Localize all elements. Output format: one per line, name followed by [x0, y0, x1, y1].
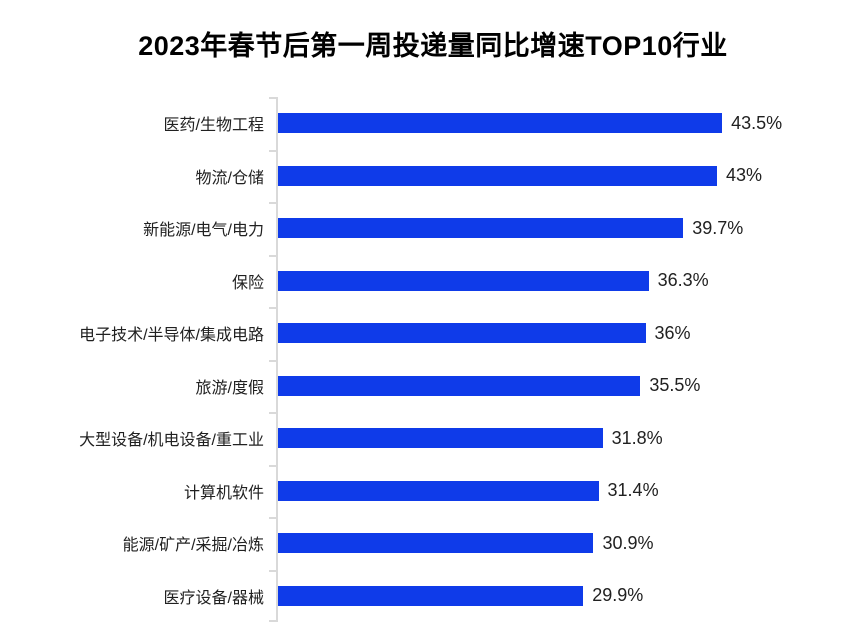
- plot-area: 医药/生物工程 43.5% 物流/仓储 43% 新能源/电气/电力 39.7%: [0, 97, 866, 622]
- axis-tick: [269, 307, 276, 309]
- axis-tick: [269, 620, 276, 622]
- value-label: 30.9%: [602, 532, 654, 553]
- category-label: 电子技术/半导体/集成电路: [79, 327, 264, 345]
- category-label: 新能源/电气/电力: [143, 222, 264, 240]
- value-label: 29.9%: [592, 585, 644, 606]
- bar: [278, 270, 649, 291]
- axis-tick: [269, 464, 276, 467]
- value-label: 36.3%: [657, 270, 709, 291]
- axis-tick: [269, 149, 276, 152]
- y-axis-line: [276, 97, 278, 622]
- axis-tick: [269, 359, 276, 362]
- bar: [278, 533, 594, 554]
- bar: [278, 585, 584, 606]
- category-label: 物流/仓储: [195, 169, 264, 187]
- value-label: 35.5%: [649, 375, 701, 396]
- value-label: 31.4%: [607, 480, 659, 501]
- bar-row: 能源/矿产/采掘/冶炼 30.9%: [0, 517, 866, 570]
- category-label: 旅游/度假: [195, 379, 264, 397]
- chart-title: 2023年春节后第一周投递量同比增速TOP10行业: [138, 31, 728, 61]
- bar-row: 医疗设备/器械 29.9%: [0, 570, 866, 623]
- category-label: 医疗设备/器械: [163, 589, 264, 607]
- category-label: 能源/矿产/采掘/冶炼: [122, 537, 264, 555]
- axis-tick: [269, 569, 276, 572]
- value-label: 43.5%: [731, 112, 783, 133]
- bar: [278, 428, 603, 449]
- category-label: 大型设备/机电设备/重工业: [79, 432, 264, 450]
- bar-row: 物流/仓储 43%: [0, 150, 866, 203]
- bar-row: 计算机软件 31.4%: [0, 465, 866, 518]
- bar: [278, 165, 717, 186]
- bar: [278, 480, 599, 501]
- value-label: 43%: [725, 165, 762, 186]
- bar: [278, 113, 723, 134]
- category-label: 保险: [231, 274, 264, 292]
- value-label: 36%: [654, 322, 691, 343]
- bar-row: 保险 36.3%: [0, 255, 866, 308]
- bar: [278, 218, 684, 239]
- value-label: 31.8%: [611, 427, 663, 448]
- value-label: 39.7%: [692, 217, 744, 238]
- bar-row: 旅游/度假 35.5%: [0, 360, 866, 413]
- category-label: 计算机软件: [183, 484, 264, 502]
- axis-tick: [269, 412, 276, 414]
- axis-tick: [269, 517, 276, 519]
- bar-rows: 医药/生物工程 43.5% 物流/仓储 43% 新能源/电气/电力 39.7%: [0, 97, 866, 622]
- axis-tick: [269, 97, 276, 99]
- bar-row: 大型设备/机电设备/重工业 31.8%: [0, 412, 866, 465]
- bar-row: 医药/生物工程 43.5%: [0, 97, 866, 150]
- axis-tick: [269, 202, 276, 204]
- axis-tick: [269, 254, 276, 257]
- bar-row: 电子技术/半导体/集成电路 36%: [0, 307, 866, 360]
- bar-row: 新能源/电气/电力 39.7%: [0, 202, 866, 255]
- bar: [278, 375, 641, 396]
- category-label: 医药/生物工程: [163, 117, 264, 135]
- bar: [278, 323, 646, 344]
